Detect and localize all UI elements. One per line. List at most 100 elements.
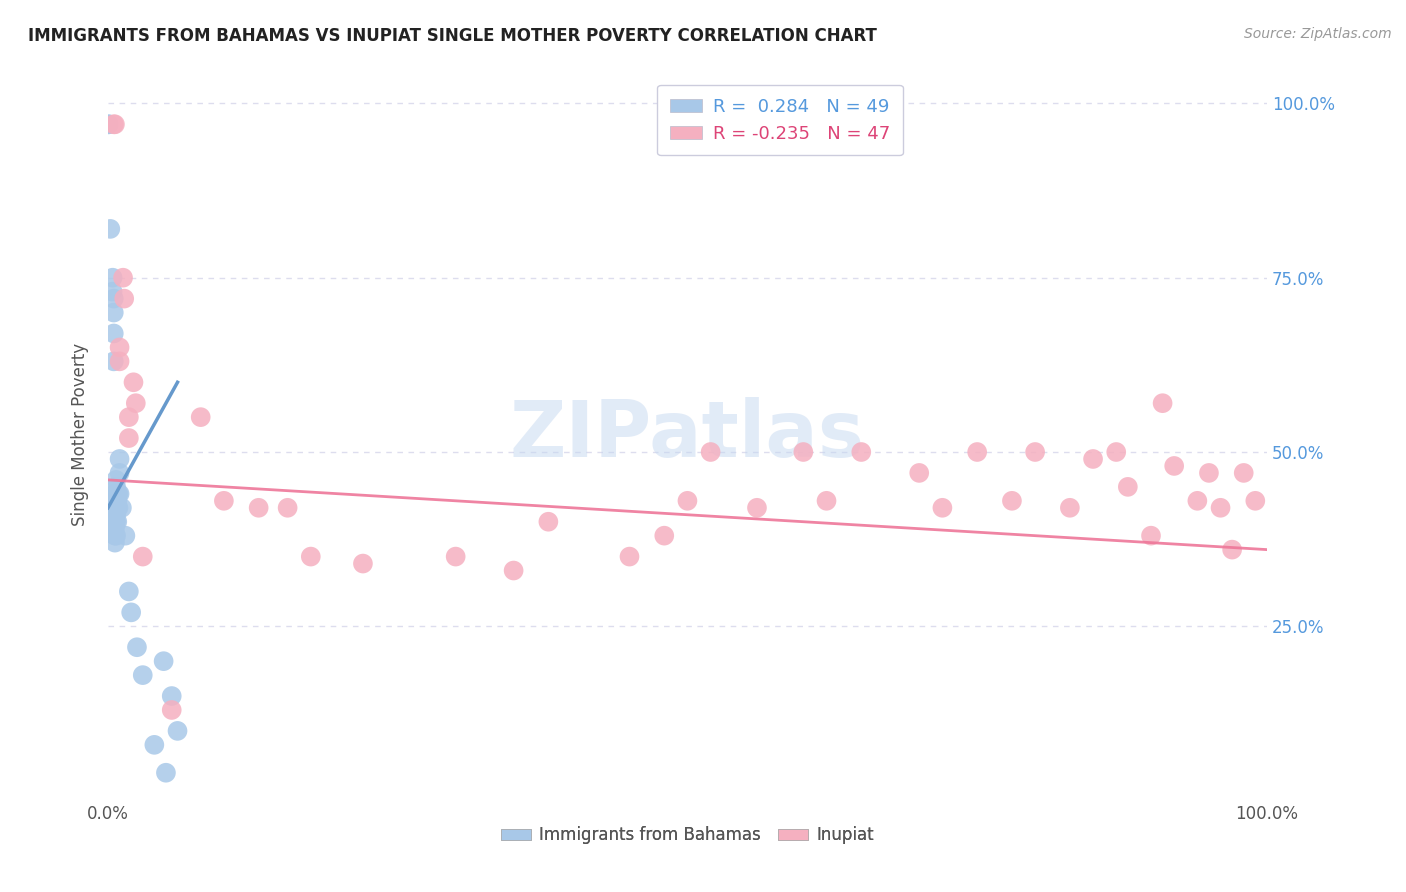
Point (1140, 529, 1163, 543)
Point (98, 222, 121, 236)
Point (111, 500, 134, 515)
Point (1001, 493, 1024, 508)
Point (122, 376, 145, 390)
Point (101, 285, 124, 299)
Point (120, 606, 142, 620)
Point (108, 354, 131, 368)
Point (107, 500, 129, 515)
Point (105, 487, 128, 501)
Point (166, 723, 188, 738)
Point (277, 500, 299, 515)
Text: Source: ZipAtlas.com: Source: ZipAtlas.com (1244, 27, 1392, 41)
Y-axis label: Single Mother Poverty: Single Mother Poverty (72, 343, 89, 526)
Point (1024, 445, 1046, 459)
Point (103, 326, 125, 341)
Point (502, 564, 524, 578)
Point (143, 738, 166, 752)
Point (299, 549, 322, 564)
Point (1220, 542, 1243, 557)
Point (118, 431, 141, 445)
Point (155, 765, 177, 780)
Point (105, 515, 128, 529)
Point (619, 549, 641, 564)
Point (118, 584, 141, 599)
Point (97, 117, 120, 131)
Point (104, 522, 127, 536)
Point (699, 445, 721, 459)
Point (104, 500, 127, 515)
Point (966, 445, 988, 459)
Point (132, 549, 155, 564)
Point (1198, 466, 1220, 480)
Text: ZIPatlas: ZIPatlas (510, 397, 865, 473)
Point (108, 340, 131, 354)
Point (125, 396, 148, 410)
Point (114, 529, 136, 543)
Text: IMMIGRANTS FROM BAHAMAS VS INUPIAT SINGLE MOTHER POVERTY CORRELATION CHART: IMMIGRANTS FROM BAHAMAS VS INUPIAT SINGL… (28, 27, 877, 45)
Point (1233, 466, 1256, 480)
Point (1152, 396, 1174, 410)
Point (104, 500, 127, 515)
Point (105, 500, 128, 515)
Point (103, 354, 125, 368)
Point (1081, 452, 1104, 467)
Point (190, 410, 212, 425)
Point (104, 493, 127, 508)
Point (107, 487, 129, 501)
Point (745, 500, 768, 515)
Point (1105, 445, 1128, 459)
Point (108, 466, 131, 480)
Point (352, 557, 374, 571)
Point (104, 535, 127, 549)
Point (103, 292, 125, 306)
Point (1187, 493, 1209, 508)
Point (105, 487, 128, 501)
Point (108, 487, 131, 501)
Point (104, 508, 127, 522)
Point (1059, 500, 1081, 515)
Point (118, 410, 141, 425)
Point (125, 640, 148, 655)
Point (1244, 493, 1267, 508)
Point (105, 493, 128, 508)
Point (105, 508, 128, 522)
Point (103, 305, 125, 319)
Point (104, 508, 127, 522)
Point (444, 549, 467, 564)
Point (247, 500, 270, 515)
Point (908, 466, 931, 480)
Point (1209, 500, 1232, 515)
Point (851, 445, 873, 459)
Point (104, 117, 127, 131)
Point (931, 500, 953, 515)
Point (105, 480, 128, 494)
Point (1116, 480, 1139, 494)
Point (537, 515, 560, 529)
Point (104, 515, 127, 529)
Point (104, 493, 127, 508)
Point (1163, 458, 1185, 473)
Point (104, 487, 127, 501)
Point (160, 703, 183, 717)
Point (105, 493, 128, 508)
Point (104, 487, 127, 501)
Point (105, 500, 128, 515)
Point (112, 292, 135, 306)
Point (112, 270, 135, 285)
Point (104, 529, 127, 543)
Point (160, 689, 183, 703)
Point (152, 654, 174, 668)
Legend: Immigrants from Bahamas, Inupiat: Immigrants from Bahamas, Inupiat (495, 820, 880, 851)
Point (212, 493, 235, 508)
Point (792, 445, 814, 459)
Point (105, 529, 128, 543)
Point (132, 668, 155, 682)
Point (97, 117, 120, 131)
Point (676, 493, 699, 508)
Point (108, 452, 131, 467)
Point (815, 493, 838, 508)
Point (105, 473, 128, 487)
Point (652, 529, 675, 543)
Point (101, 270, 124, 285)
Point (103, 117, 125, 131)
